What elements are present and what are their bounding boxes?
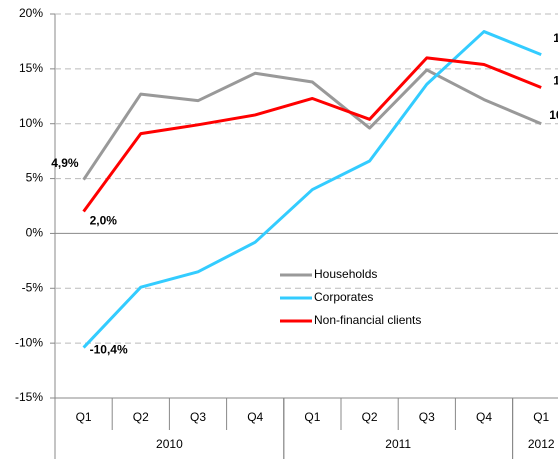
data-label: 4,9% xyxy=(51,156,79,170)
y-tick-label: -10% xyxy=(15,335,43,349)
y-tick-label: -15% xyxy=(15,390,43,404)
legend-label: Households xyxy=(314,267,377,281)
y-tick-label: 10% xyxy=(19,116,43,130)
year-label: 2010 xyxy=(156,437,183,451)
series-line xyxy=(82,68,542,181)
y-tick-label: 5% xyxy=(26,171,44,185)
x-tick-label: Q4 xyxy=(476,410,492,424)
legend-label: Corporates xyxy=(314,290,373,304)
y-tick-label: 15% xyxy=(19,61,43,75)
data-label: 10,0% xyxy=(549,108,558,122)
x-tick-label: Q1 xyxy=(76,410,92,424)
data-label: -10,4% xyxy=(90,343,128,357)
legend-label: Non-financial clients xyxy=(314,313,421,327)
y-tick-label: -5% xyxy=(22,280,44,294)
x-tick-label: Q1 xyxy=(533,410,549,424)
x-tick-label: Q4 xyxy=(247,410,263,424)
y-tick-label: 0% xyxy=(26,226,44,240)
x-tick-label: Q1 xyxy=(304,410,320,424)
data-label: 13,3% xyxy=(553,74,558,88)
data-label: 16,3% xyxy=(553,31,558,45)
x-tick-label: Q3 xyxy=(190,410,206,424)
y-tick-label: 20% xyxy=(19,6,43,20)
data-label: 2,0% xyxy=(90,214,118,228)
x-tick-label: Q2 xyxy=(362,410,378,424)
series-line xyxy=(82,56,542,213)
x-tick-label: Q2 xyxy=(133,410,149,424)
year-label: 2011 xyxy=(385,437,411,451)
series-line xyxy=(82,30,542,349)
year-label: 2012 xyxy=(528,437,555,451)
x-tick-label: Q3 xyxy=(419,410,435,424)
